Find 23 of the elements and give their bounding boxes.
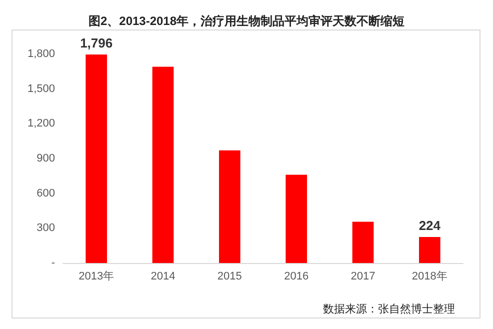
y-tick-label: 1,800 xyxy=(27,48,55,60)
x-tick-label: 2018年 xyxy=(412,270,448,282)
y-tick-label: - xyxy=(51,257,56,269)
bar xyxy=(152,66,174,263)
y-tick-label: 1,200 xyxy=(27,118,55,130)
data-label: 1,796 xyxy=(80,35,113,50)
bar xyxy=(352,222,374,263)
x-tick-label: 2015 xyxy=(217,270,242,282)
source-note: 数据来源：张自然博士整理 xyxy=(323,302,455,316)
bar xyxy=(219,150,240,263)
bar xyxy=(286,174,307,263)
y-tick-label: 300 xyxy=(36,222,55,234)
data-label: 224 xyxy=(418,218,442,233)
x-tick-label: 2017 xyxy=(350,270,376,282)
chart-title: 图2、2013-2018年，治疗用生物制品平均审评天数不断缩短 xyxy=(88,14,405,28)
y-tick-label: 900 xyxy=(36,152,55,164)
x-tick-label: 2013年 xyxy=(78,270,114,282)
bar xyxy=(86,54,107,263)
x-tick-label: 2014 xyxy=(150,270,176,282)
y-tick-label: 600 xyxy=(36,187,55,200)
x-tick-label: 2016 xyxy=(284,270,309,282)
y-tick-label: 1,500 xyxy=(27,82,55,95)
bar xyxy=(419,236,440,263)
